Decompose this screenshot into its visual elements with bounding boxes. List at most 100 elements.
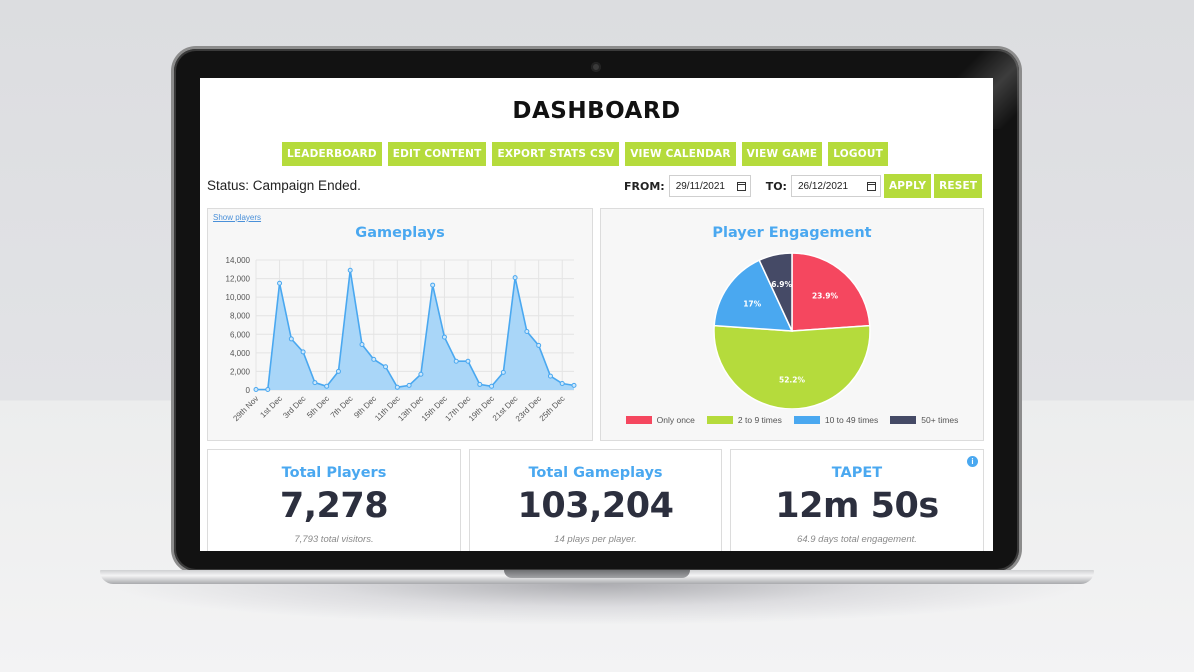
pie-slice-label: 23.9% bbox=[812, 292, 839, 301]
pie-slice-label: 52.2% bbox=[779, 375, 806, 384]
legend-item[interactable]: 2 to 9 times bbox=[706, 415, 782, 425]
data-point bbox=[253, 387, 259, 393]
data-point bbox=[347, 267, 353, 273]
pie-slice-label: 6.9% bbox=[771, 280, 792, 289]
legend-item[interactable]: 50+ times bbox=[890, 415, 958, 425]
data-point bbox=[477, 381, 483, 387]
x-tick-label: 1st Dec bbox=[258, 394, 284, 420]
calendar-icon[interactable] bbox=[736, 181, 746, 191]
edit-content-button[interactable]: EDIT CONTENT bbox=[387, 142, 487, 166]
y-tick-label: 10,000 bbox=[226, 293, 251, 302]
data-point bbox=[288, 336, 294, 342]
leaderboard-button[interactable]: LEADERBOARD bbox=[282, 142, 382, 166]
data-point bbox=[300, 349, 306, 355]
nav-bar: LEADERBOARD EDIT CONTENT EXPORT STATS CS… bbox=[282, 142, 888, 166]
stat-title: TAPET bbox=[831, 465, 883, 481]
pie-slice-label: 17% bbox=[743, 300, 761, 309]
data-point bbox=[324, 383, 330, 389]
data-point bbox=[500, 369, 506, 375]
date-filter: FROM: 29/11/2021 TO: 26/12/2021 APPLY RE… bbox=[624, 174, 983, 198]
to-date-value: 26/12/2021 bbox=[797, 180, 849, 192]
data-point bbox=[571, 382, 577, 388]
laptop-notch bbox=[504, 570, 690, 578]
legend-swatch bbox=[793, 416, 820, 424]
gameplays-card: Show players Gameplays 14,000 12,000 10,00… bbox=[207, 208, 593, 441]
y-tick-label: 6,000 bbox=[230, 330, 251, 339]
x-tick-label: 3rd Dec bbox=[281, 394, 307, 420]
data-point bbox=[312, 380, 318, 386]
stat-subtext: 64.9 days total engagement. bbox=[797, 534, 917, 545]
player-engagement-card: Player Engagement 23.9% 52.2% 17% 6.9% Only… bbox=[600, 208, 984, 441]
apply-button[interactable]: APPLY bbox=[883, 174, 932, 198]
y-tick-label: 14,000 bbox=[226, 256, 251, 265]
view-game-button[interactable]: VIEW GAME bbox=[741, 142, 823, 166]
x-tick-label: 25th Dec bbox=[538, 394, 567, 423]
reset-button[interactable]: RESET bbox=[934, 174, 983, 198]
stat-value: 12m 50s bbox=[775, 486, 939, 526]
x-tick-label: 7th Dec bbox=[329, 394, 355, 420]
data-point bbox=[418, 371, 424, 377]
data-point bbox=[524, 329, 530, 334]
legend-label: 50+ times bbox=[921, 415, 959, 425]
show-players-link[interactable]: Show players bbox=[213, 213, 262, 222]
engagement-chart-title: Player Engagement bbox=[712, 225, 872, 241]
legend-item[interactable]: 10 to 49 times bbox=[793, 415, 879, 425]
screen: DASHBOARD LEADERBOARD EDIT CONTENT EXPOR… bbox=[200, 78, 993, 551]
from-date-value: 29/11/2021 bbox=[675, 180, 725, 192]
export-stats-csv-button[interactable]: EXPORT STATS CSV bbox=[492, 142, 620, 166]
data-point bbox=[335, 368, 341, 374]
data-point bbox=[453, 358, 459, 364]
to-label: TO: bbox=[765, 179, 787, 193]
tapet-card: i TAPET 12m 50s 64.9 days total engageme… bbox=[730, 449, 984, 551]
data-point bbox=[359, 342, 365, 347]
gameplays-chart-title: Gameplays bbox=[355, 225, 445, 241]
data-point bbox=[489, 383, 495, 389]
logout-button[interactable]: LOGOUT bbox=[828, 142, 888, 166]
legend-swatch bbox=[706, 416, 733, 424]
data-point bbox=[441, 334, 447, 340]
data-point bbox=[394, 384, 400, 390]
data-point bbox=[465, 358, 471, 364]
legend-label: 10 to 49 times bbox=[824, 415, 879, 425]
y-tick-label: 12,000 bbox=[226, 275, 251, 284]
stat-value: 103,204 bbox=[517, 486, 674, 526]
data-point bbox=[536, 342, 542, 348]
gameplays-chart: 14,00012,00010,0008,0006,0004,0002,00002… bbox=[226, 256, 577, 423]
status-text: Status: Campaign Ended. bbox=[207, 178, 361, 193]
gameplays-line bbox=[256, 270, 575, 391]
calendar-icon[interactable] bbox=[866, 181, 876, 191]
legend-swatch bbox=[890, 416, 917, 424]
data-point bbox=[406, 382, 412, 388]
engagement-pie-chart: 23.9% 52.2% 17% 6.9% bbox=[713, 252, 871, 409]
x-tick-label: 5th Dec bbox=[305, 394, 331, 420]
data-point bbox=[430, 282, 436, 288]
y-tick-label: 8,000 bbox=[230, 312, 251, 321]
from-label: FROM: bbox=[624, 179, 665, 193]
data-point bbox=[547, 373, 553, 379]
data-point bbox=[277, 280, 283, 286]
total-gameplays-card: Total Gameplays 103,204 14 plays per pla… bbox=[469, 449, 722, 551]
x-tick-label: 19th Dec bbox=[467, 394, 496, 423]
legend-swatch bbox=[625, 416, 652, 424]
pie-slice bbox=[713, 324, 871, 409]
stat-subtext: 7,793 total visitors. bbox=[294, 534, 374, 545]
stat-subtext: 14 plays per player. bbox=[554, 534, 637, 545]
data-point bbox=[265, 387, 271, 393]
pie-slice bbox=[791, 252, 871, 332]
legend-label: 2 to 9 times bbox=[737, 415, 782, 425]
gameplays-area bbox=[256, 270, 574, 390]
from-date-input[interactable]: 29/11/2021 bbox=[668, 175, 751, 197]
stat-title: Total Gameplays bbox=[528, 465, 663, 481]
legend-item[interactable]: Only once bbox=[625, 415, 695, 425]
page-title: DASHBOARD bbox=[512, 98, 681, 124]
pie-legend: Only once 2 to 9 times 10 to 49 times 50… bbox=[601, 415, 983, 425]
data-point bbox=[559, 381, 565, 386]
camera-icon bbox=[591, 62, 601, 72]
info-icon[interactable]: i bbox=[967, 456, 978, 467]
view-calendar-button[interactable]: VIEW CALENDAR bbox=[625, 142, 736, 166]
pie-slice bbox=[758, 252, 793, 332]
pie-slice bbox=[713, 259, 794, 332]
y-tick-label: 4,000 bbox=[230, 349, 251, 358]
to-date-input[interactable]: 26/12/2021 bbox=[790, 175, 881, 197]
legend-label: Only once bbox=[656, 415, 695, 425]
